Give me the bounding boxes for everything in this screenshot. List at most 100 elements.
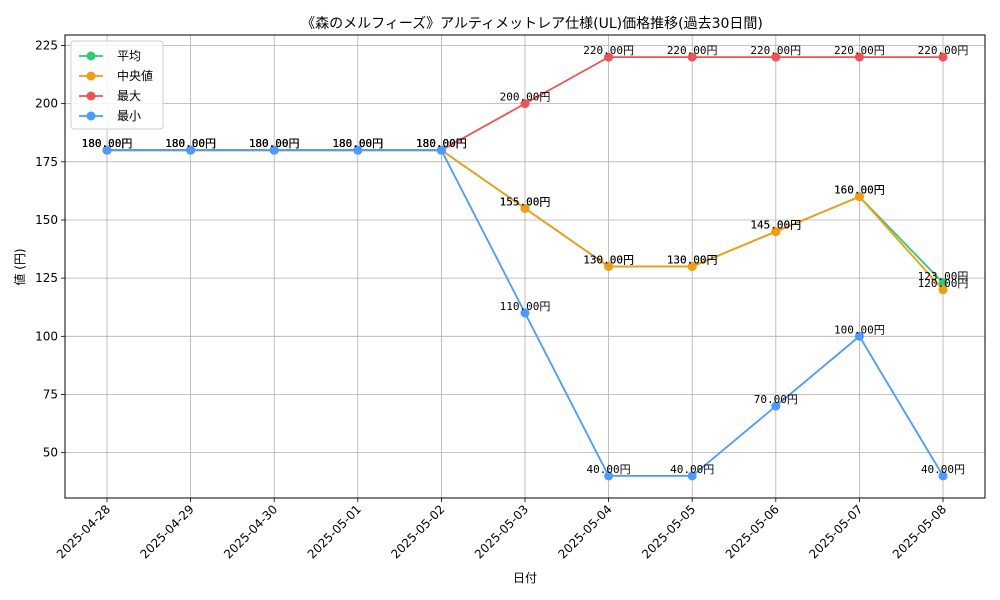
x-tick-label: 2025-05-04 [556,502,615,561]
data-label: 180.00円 [82,137,133,150]
y-tick-label: 225 [35,38,58,52]
data-label: 180.00円 [82,137,133,150]
data-label: 180.00円 [332,137,383,150]
series-lines [102,52,948,481]
x-tick-label: 2025-05-02 [388,502,447,561]
y-tick-label: 200 [35,97,58,111]
data-label: 160.00円 [834,184,885,197]
data-point [353,145,363,155]
legend-label: 中央値 [117,68,153,83]
data-label: 180.00円 [165,137,216,150]
gridlines [65,35,985,498]
y-tick-label: 50 [43,446,58,460]
data-label: 220.00円 [667,44,718,57]
x-tick-label: 2025-05-01 [305,502,364,561]
data-label: 40.00円 [921,463,965,476]
y-tick-label: 75 [43,387,58,401]
legend-label: 平均 [117,49,141,63]
data-label: 180.00円 [332,137,383,150]
y-axis-label: 値 (円) [12,248,27,285]
data-label: 110.00円 [500,300,551,313]
data-point [102,145,112,155]
data-label: 180.00円 [249,137,300,150]
x-axis: 2025-04-28 2025-04-29 2025-04-30 2025-05-01… [54,498,949,561]
data-label: 180.00円 [416,137,467,150]
data-point [854,331,864,341]
data-label: 180.00円 [416,137,467,150]
data-point [938,52,948,62]
data-label: 130.00円 [583,254,634,267]
data-label: 180.00円 [249,137,300,150]
data-label: 180.00円 [165,137,216,150]
data-label: 155.00円 [500,195,551,208]
data-label: 180.00円 [165,137,216,150]
data-label: 220.00円 [918,44,969,57]
data-point [771,227,781,237]
x-tick-label: 2025-05-06 [723,502,782,561]
data-point [186,145,196,155]
y-tick-label: 125 [35,271,58,285]
data-label: 145.00円 [750,219,801,232]
legend-label: 最大 [117,89,141,103]
data-point [687,52,697,62]
legend-marker [86,51,96,61]
data-point [938,278,948,288]
data-point [938,285,948,295]
data-label: 180.00円 [165,137,216,150]
legend-marker [86,111,96,121]
x-tick-label: 2025-05-03 [472,502,531,561]
data-point [604,52,614,62]
data-label: 220.00円 [834,44,885,57]
data-label: 145.00円 [750,219,801,232]
data-label: 160.00円 [834,184,885,197]
data-point [604,471,614,481]
data-label: 180.00円 [332,137,383,150]
data-label: 40.00円 [587,463,631,476]
data-point [687,262,697,271]
data-labels: 180.00円 180.00円 180.00円 180.00円 180.00円 155.0… [82,44,969,476]
data-point [854,52,864,62]
data-point [854,192,864,202]
y-tick-label: 175 [35,155,58,169]
data-label: 180.00円 [416,137,467,150]
data-point [938,471,948,481]
data-point [771,401,781,411]
data-label: 123.00円 [918,270,969,283]
x-tick-label: 2025-04-28 [54,502,113,561]
data-label: 130.00円 [667,254,718,267]
legend-marker [86,71,96,81]
data-label: 180.00円 [82,137,133,150]
chart-title: 《森のメルフィーズ》アルティメットレア仕様(UL)価格推移(過去30日間) [301,16,763,32]
x-tick-label: 2025-05-08 [890,502,949,561]
data-point [520,203,530,213]
x-tick-label: 2025-05-05 [639,502,698,561]
x-tick-label: 2025-04-29 [138,502,197,561]
x-tick-label: 2025-05-07 [806,502,865,561]
data-point [687,471,697,481]
y-axis: 50 75 100 125 150 175 200 225 [35,38,65,460]
y-tick-label: 150 [35,213,58,227]
x-axis-label: 日付 [513,571,537,585]
data-label: 155.00円 [500,195,551,208]
data-label: 130.00円 [667,254,718,267]
data-label: 130.00円 [583,254,634,267]
data-point [604,262,614,271]
data-label: 220.00円 [583,44,634,57]
data-label: 180.00円 [416,137,467,150]
legend-box [70,40,164,130]
data-point [520,308,530,318]
data-label: 180.00円 [249,137,300,150]
data-label: 180.00円 [332,137,383,150]
data-point [520,99,530,109]
data-label: 70.00円 [754,393,798,406]
legend-marker [86,91,96,101]
data-label: 220.00円 [750,44,801,57]
data-label: 180.00円 [82,137,133,150]
data-label: 100.00円 [834,323,885,336]
data-label: 40.00円 [670,463,714,476]
legend-label: 最小 [117,109,141,123]
data-point [771,52,781,62]
